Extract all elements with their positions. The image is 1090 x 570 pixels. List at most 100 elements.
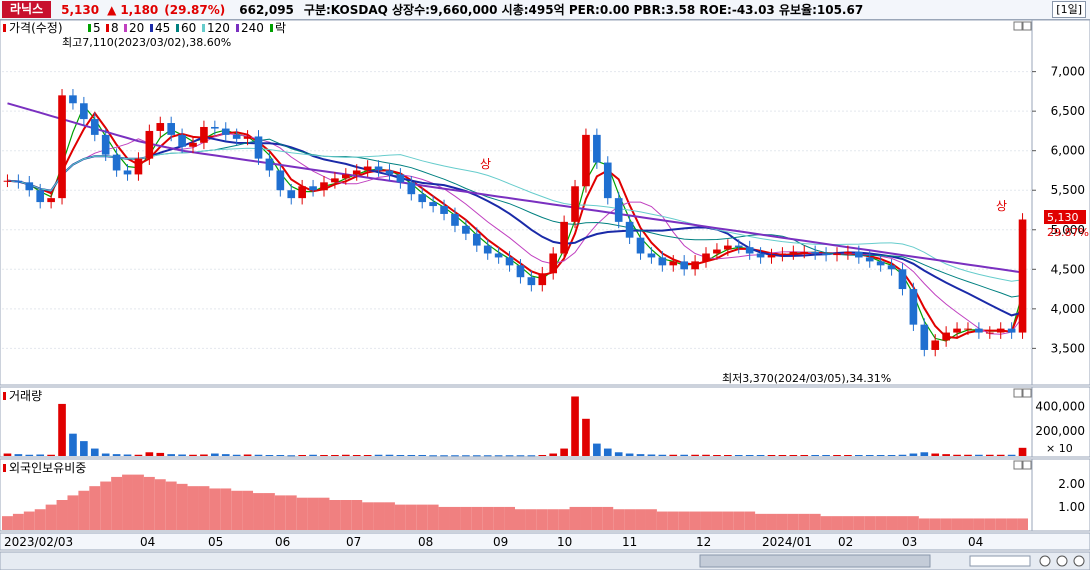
foreign-ratio-bar xyxy=(864,516,876,530)
legend-down-label: 락 xyxy=(275,21,286,35)
foreign-panel-close-icon[interactable] xyxy=(1022,460,1032,470)
volume-bar xyxy=(90,448,99,456)
foreign-ratio-bar xyxy=(831,516,843,530)
candle-body xyxy=(90,119,99,135)
scrollbar-thumb[interactable] xyxy=(699,554,931,568)
foreign-ratio-bar xyxy=(645,509,657,530)
foreign-ratio-bar xyxy=(329,500,341,530)
foreign-ratio-bar xyxy=(67,495,79,530)
current-price: 5,130 xyxy=(61,2,100,17)
ma8-line xyxy=(7,111,1024,339)
period-selector[interactable]: [1일] xyxy=(1052,1,1086,18)
volume-bar xyxy=(909,453,918,456)
candle-body xyxy=(854,251,863,258)
foreign-panel-settings-icon[interactable] xyxy=(1013,460,1023,470)
x-tick-label: 10 xyxy=(557,535,572,549)
foreign-ratio-bar xyxy=(263,493,275,530)
candle-body xyxy=(429,202,437,207)
candle-body xyxy=(309,186,317,191)
volume-bar xyxy=(942,454,950,456)
volume-title-marker xyxy=(3,392,6,400)
x-tick-label: 11 xyxy=(622,535,637,549)
foreign-ratio-bar xyxy=(689,511,701,530)
foreign-ratio-bar xyxy=(242,490,254,530)
foreign-ratio-bar xyxy=(591,506,603,530)
volume-bar xyxy=(647,454,656,456)
volume-bar xyxy=(516,455,525,457)
candle-body xyxy=(1007,328,1016,333)
foreign-ratio-bar xyxy=(198,486,210,530)
volume-bar xyxy=(865,455,874,457)
foreign-ratio-bar xyxy=(176,483,188,530)
foreign-ratio-bar xyxy=(1006,518,1018,530)
stock-name[interactable]: 라닉스 xyxy=(2,1,52,18)
volume-bar xyxy=(200,454,208,456)
candle-body xyxy=(724,245,732,250)
price-panel-settings-icon[interactable] xyxy=(1013,21,1023,31)
volume-bar xyxy=(593,443,601,456)
volume-panel-close-icon[interactable] xyxy=(1022,388,1032,398)
x-axis xyxy=(0,532,1090,551)
volume-bar xyxy=(385,454,394,456)
candle-body xyxy=(451,213,459,226)
volume-bar xyxy=(451,455,459,457)
candle-body xyxy=(789,251,798,254)
foreign-ratio-bar xyxy=(656,511,668,530)
candle-body xyxy=(964,328,972,330)
volume-panel-settings-icon[interactable] xyxy=(1013,388,1023,398)
zoom-in-icon[interactable] xyxy=(1056,555,1068,567)
candle-body xyxy=(516,265,525,278)
foreign-ratio-bar xyxy=(733,511,745,530)
candle-body xyxy=(909,289,918,325)
zoom-reset-icon[interactable] xyxy=(1073,555,1085,567)
foreign-ratio-bar xyxy=(253,493,264,530)
high-annotation: 최고7,110(2023/03/02),38.60% xyxy=(62,36,231,49)
price-axis xyxy=(1031,20,1090,386)
foreign-ratio-bar xyxy=(471,506,483,530)
volume-bar xyxy=(527,455,536,457)
volume-bar xyxy=(800,455,809,457)
zoom-slider[interactable] xyxy=(969,555,1031,567)
candle-body xyxy=(527,277,536,286)
foreign-ratio-bar xyxy=(951,518,963,530)
candle-body xyxy=(625,221,634,238)
volume-bar xyxy=(36,454,45,456)
candle-body xyxy=(844,251,852,254)
volume-bar xyxy=(243,454,252,456)
foreign-ratio-bar xyxy=(602,506,614,530)
candle-body xyxy=(254,136,263,159)
price-tick-label: 5,500 xyxy=(1051,183,1085,197)
volume-tick-label: 200,000 xyxy=(1035,424,1085,438)
candle-body xyxy=(876,261,885,266)
zoom-out-icon[interactable] xyxy=(1039,555,1051,567)
foreign-ratio-bar xyxy=(613,509,625,530)
candle-body xyxy=(745,247,754,254)
foreign-ratio-bar xyxy=(143,476,155,530)
volume-bar xyxy=(167,454,176,456)
foreign-ratio-bar xyxy=(351,500,363,530)
volume-bar xyxy=(505,455,514,457)
price-panel-close-icon[interactable] xyxy=(1022,21,1032,31)
candle-body xyxy=(756,253,765,258)
foreign-ratio-bar xyxy=(405,504,417,530)
volume-unit: × 10 xyxy=(1046,442,1073,455)
candle-body xyxy=(58,95,66,199)
price-tick-label: 5,000 xyxy=(1051,223,1085,237)
price-change-pct: (29.87%) xyxy=(164,2,226,17)
candle-body xyxy=(472,233,481,246)
volume-bar xyxy=(985,454,994,456)
last-price-text: 5,130 xyxy=(1047,211,1079,224)
foreign-ratio-bar xyxy=(776,513,788,530)
volume-bar xyxy=(538,455,547,457)
volume-bar xyxy=(101,453,110,456)
foreign-ratio-bar xyxy=(962,518,974,530)
foreign-ratio-bar xyxy=(995,518,1007,530)
volume-bar xyxy=(265,455,274,457)
candle-body xyxy=(25,182,34,191)
foreign-ratio-bar xyxy=(231,490,243,530)
candle-body xyxy=(614,198,623,222)
last-price-badge xyxy=(1044,210,1086,224)
candle-body xyxy=(101,134,110,155)
x-tick-label: 06 xyxy=(275,535,290,549)
volume-bar xyxy=(953,454,961,456)
